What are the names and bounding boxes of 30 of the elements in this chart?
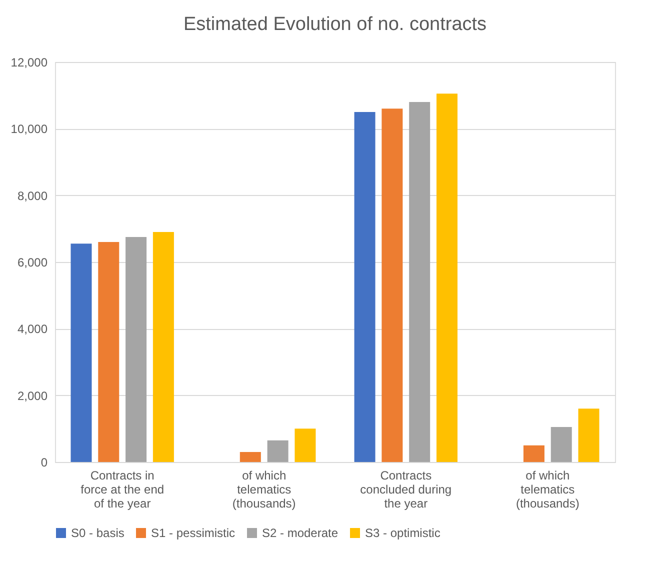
bar [436, 94, 458, 462]
x-tick-label: of which telematics (thousands) [232, 468, 296, 510]
x-tick-label: of which telematics (thousands) [516, 468, 580, 510]
bar [354, 112, 376, 462]
x-tick-label: Contracts in force at the end of the year [80, 468, 164, 510]
y-tick-label: 6,000 [17, 256, 48, 270]
chart-title: Estimated Evolution of no. contracts [183, 14, 487, 35]
bar [550, 427, 572, 462]
bar [126, 237, 147, 462]
legend-label: S0 - basis [71, 526, 124, 540]
y-tick-label: 12,000 [10, 56, 48, 70]
y-tick-label: 10,000 [10, 122, 48, 136]
bar [267, 440, 288, 462]
legend-label: S1 - pessimistic [151, 526, 236, 540]
bar [70, 244, 92, 462]
bar [409, 102, 430, 462]
legend-label: S3 - optimistic [365, 526, 440, 540]
y-tick-label: 4,000 [17, 322, 48, 336]
bar [240, 452, 261, 462]
bar [523, 445, 544, 462]
bar [578, 408, 600, 462]
y-tick-label: 0 [40, 456, 48, 470]
y-tick-label: 8,000 [17, 188, 48, 203]
bar [294, 428, 316, 462]
bar [382, 108, 403, 462]
x-tick-label: Contracts concluded during the year [360, 468, 452, 510]
y-tick-label: 2,000 [17, 388, 48, 403]
bar [152, 232, 174, 462]
legend-label: S2 - moderate [262, 526, 338, 540]
bar [98, 242, 120, 462]
